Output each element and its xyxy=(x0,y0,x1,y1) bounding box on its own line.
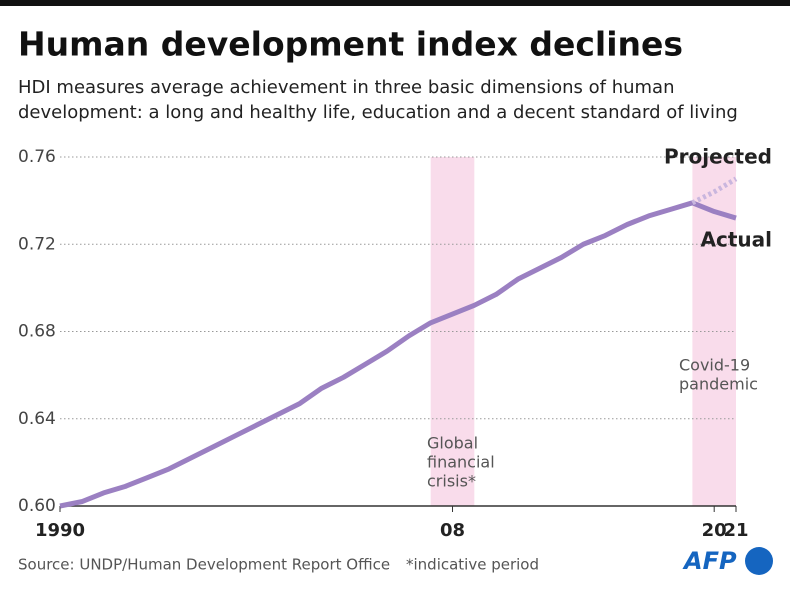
logo-circle xyxy=(745,547,773,575)
period-label: Covid-19 xyxy=(679,356,750,375)
y-tick-label: 0.76 xyxy=(18,147,56,167)
series-label: Actual xyxy=(701,228,772,252)
x-tick-label: 1990 xyxy=(35,520,85,541)
period-label: crisis* xyxy=(427,472,476,491)
y-tick-label: 0.72 xyxy=(18,234,56,254)
subtitle: HDI measures average achievement in thre… xyxy=(18,77,675,98)
subtitle: development: a long and healthy life, ed… xyxy=(18,102,738,123)
chart-title: Human development index declines xyxy=(18,25,683,64)
y-tick-label: 0.68 xyxy=(18,322,56,342)
top-bar xyxy=(0,0,790,6)
note: *indicative period xyxy=(406,556,539,574)
y-tick-label: 0.60 xyxy=(18,496,56,516)
series-label: Projected xyxy=(664,145,772,169)
logo: AFP xyxy=(682,547,737,575)
period-label: financial xyxy=(427,453,495,472)
x-tick-label: 20 xyxy=(702,520,727,541)
source: Source: UNDP/Human Development Report Of… xyxy=(18,556,390,574)
y-tick-label: 0.64 xyxy=(18,409,56,429)
period-label: pandemic xyxy=(679,375,758,394)
period-label: Global xyxy=(427,434,478,453)
x-tick-label: 21 xyxy=(723,520,748,541)
data-line xyxy=(59,200,737,509)
data-line xyxy=(691,176,738,206)
x-tick-label: 08 xyxy=(440,520,465,541)
